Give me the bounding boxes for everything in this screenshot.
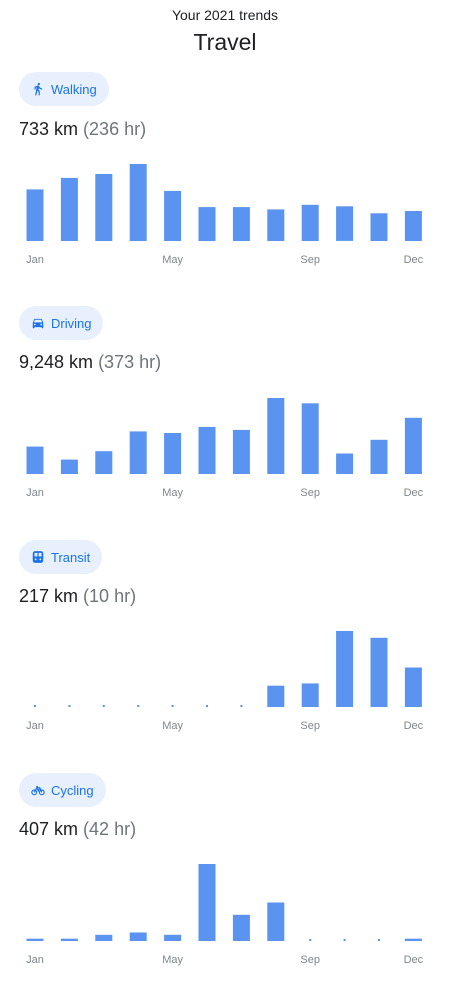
walking-chart: Jan May Sep Dec	[26, 164, 424, 266]
cycling-tick-label-sep: Sep	[300, 954, 320, 966]
driving-bar-nov	[370, 439, 388, 474]
cycling-chip-label: Cycling	[51, 782, 94, 798]
walking-distance: 733 km	[19, 119, 79, 139]
cycling-bar-may	[164, 934, 182, 941]
transit-tick-label-dec: Dec	[404, 720, 424, 732]
cycling-bar-dec	[404, 938, 422, 941]
walking-summary: 733 km (236 hr)	[19, 119, 146, 140]
walking-bar-jun	[198, 207, 216, 241]
page-title: Travel	[193, 29, 257, 55]
transit-summary: 217 km (10 hr)	[19, 586, 136, 607]
page-subtitle: Your 2021 trends	[171, 7, 279, 23]
walking-bar-mar	[95, 174, 113, 241]
walking-bar-jul	[232, 207, 250, 241]
cycling-duration: (42 hr)	[83, 819, 137, 839]
bike-icon	[31, 783, 45, 797]
transit-chip-label: Transit	[51, 549, 91, 565]
cycling-bar-nov	[378, 939, 380, 941]
transit-bar-apr	[137, 705, 140, 707]
walking-bar-jan	[26, 189, 44, 241]
transit-bar-jan	[34, 705, 36, 707]
car-icon	[31, 316, 45, 330]
transit-chart: Jan May Sep Dec	[26, 631, 424, 732]
cycling-bar-sep	[309, 939, 312, 941]
walking-bar-nov	[370, 213, 388, 241]
walking-tick-label-sep: Sep	[300, 254, 320, 266]
transit-duration: (10 hr)	[83, 586, 137, 606]
transit-bar-jul	[240, 705, 243, 707]
driving-summary: 9,248 km (373 hr)	[19, 352, 161, 373]
driving-bar-sep	[301, 403, 319, 474]
header: Your 2021 trends Travel	[0, 0, 450, 57]
cycling-bar-jul	[232, 914, 250, 941]
walking-bar-aug	[267, 209, 285, 241]
cycling-bar-jun	[198, 864, 216, 941]
driving-tick-label-dec: Dec	[404, 487, 424, 499]
cycling-tick-label-may: May	[162, 954, 183, 966]
walking-icon	[31, 82, 45, 96]
transit-tick-label-jan: Jan	[26, 720, 44, 732]
cycling-bar-oct	[343, 939, 346, 941]
cycling-bar-aug	[267, 902, 285, 941]
walking-bar-sep	[301, 204, 319, 241]
walking-bar-dec	[404, 211, 422, 241]
walking-bar-oct	[336, 206, 354, 241]
cycling-tick-label-jan: Jan	[26, 954, 44, 966]
transit-tick-label-sep: Sep	[300, 720, 320, 732]
transit-bar-aug	[267, 685, 285, 707]
transit-bar-dec	[404, 667, 422, 707]
cycling-summary: 407 km (42 hr)	[19, 819, 136, 840]
driving-bar-oct	[336, 453, 354, 474]
cycling-bar-mar	[95, 934, 113, 941]
driving-chip-label: Driving	[51, 315, 92, 331]
transit-bar-mar	[102, 705, 105, 707]
driving-bar-aug	[267, 398, 285, 474]
driving-duration: (373 hr)	[98, 352, 162, 372]
transit-bar-feb	[68, 705, 71, 707]
walking-tick-label-jan: Jan	[26, 254, 44, 266]
cycling-distance: 407 km	[19, 819, 79, 839]
driving-bar-dec	[404, 417, 422, 474]
driving-bar-may	[164, 433, 182, 474]
transit-distance: 217 km	[19, 586, 79, 606]
driving-bar-apr	[129, 431, 147, 474]
driving-distance: 9,248 km	[19, 352, 94, 372]
driving-tick-label-sep: Sep	[300, 487, 320, 499]
walking-tick-label-may: May	[162, 254, 183, 266]
transit-tick-label-may: May	[162, 720, 183, 732]
transit-bar-nov	[370, 637, 388, 707]
cycling-chip[interactable]: Cycling	[19, 773, 106, 807]
transit-chip[interactable]: Transit	[19, 540, 103, 574]
cycling-bar-jan	[26, 938, 44, 941]
cycling-bar-feb	[60, 938, 78, 941]
cycling-bar-apr	[129, 932, 147, 941]
walking-bar-feb	[60, 177, 78, 241]
walking-bar-may	[164, 190, 182, 241]
driving-tick-label-jan: Jan	[26, 487, 44, 499]
transit-bar-oct	[336, 631, 354, 707]
driving-bar-feb	[60, 459, 78, 474]
cycling-chart: Jan May Sep Dec	[26, 864, 424, 966]
driving-bar-jul	[232, 429, 250, 474]
cycling-tick-label-dec: Dec	[404, 954, 424, 966]
driving-tick-label-may: May	[162, 487, 183, 499]
transit-bar-sep	[301, 683, 319, 707]
driving-bar-jan	[26, 446, 44, 474]
train-icon	[31, 550, 45, 564]
transit-bar-may	[171, 705, 174, 707]
walking-bar-apr	[129, 164, 147, 241]
walking-tick-label-dec: Dec	[404, 254, 424, 266]
walking-chip[interactable]: Walking	[19, 72, 109, 106]
transit-bar-jun	[206, 705, 208, 707]
driving-bar-jun	[198, 426, 216, 474]
driving-chart: Jan May Sep Dec	[26, 398, 424, 499]
walking-duration: (236 hr)	[83, 119, 147, 139]
driving-bar-mar	[95, 451, 113, 474]
driving-chip[interactable]: Driving	[19, 306, 104, 340]
walking-chip-label: Walking	[51, 81, 97, 97]
